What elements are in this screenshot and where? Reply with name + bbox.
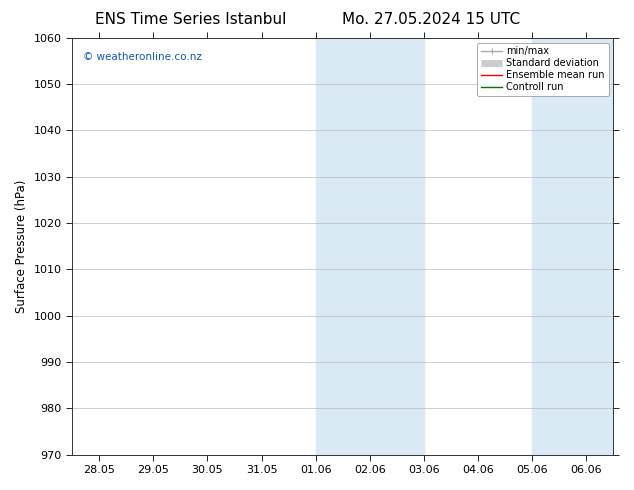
Bar: [532, 38, 614, 455]
Legend: min/max, Standard deviation, Ensemble mean run, Controll run: min/max, Standard deviation, Ensemble me…: [477, 43, 609, 96]
Y-axis label: Surface Pressure (hPa): Surface Pressure (hPa): [15, 179, 28, 313]
Text: ENS Time Series Istanbul: ENS Time Series Istanbul: [94, 12, 286, 27]
Bar: [316, 38, 424, 455]
Text: Mo. 27.05.2024 15 UTC: Mo. 27.05.2024 15 UTC: [342, 12, 520, 27]
Text: © weatheronline.co.nz: © weatheronline.co.nz: [83, 52, 202, 62]
